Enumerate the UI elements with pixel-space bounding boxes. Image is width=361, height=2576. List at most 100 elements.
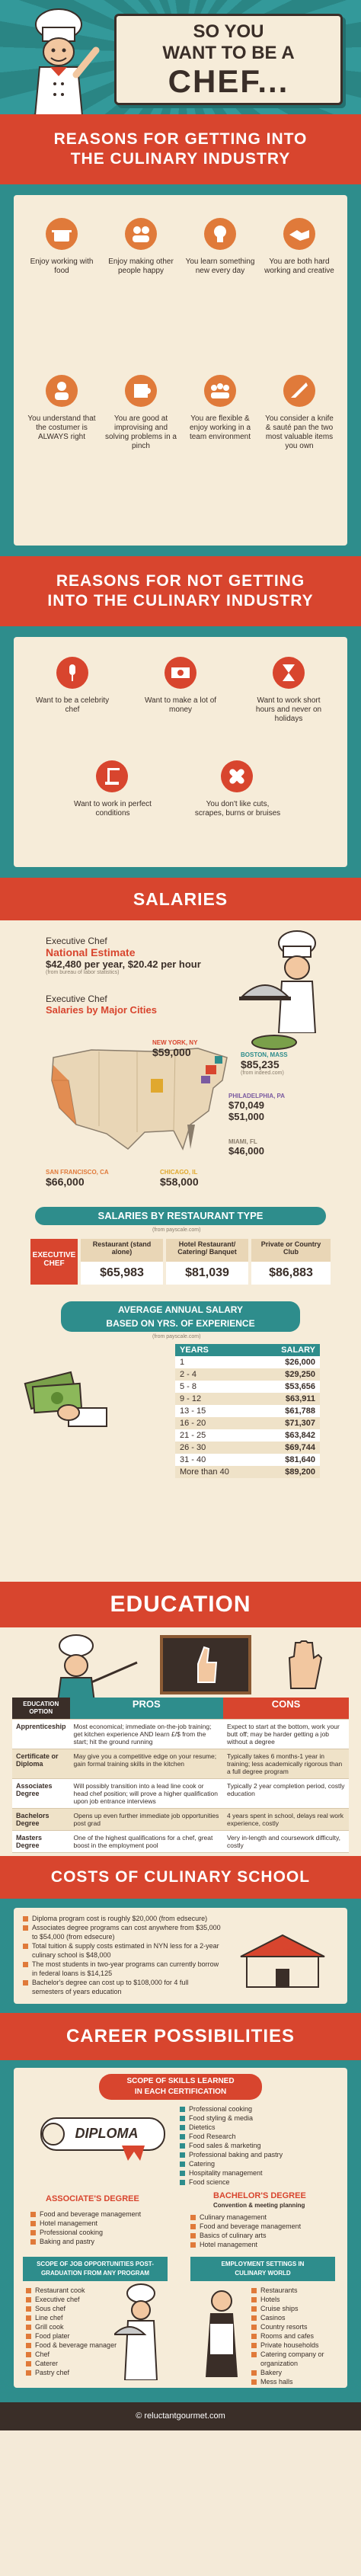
job-item: Executive chef	[26, 2295, 125, 2304]
exp-salary: $61,788	[285, 1406, 315, 1416]
exp-salary: $63,911	[285, 1394, 315, 1403]
education-cons: Typically 2 year completion period, cost…	[222, 1778, 349, 1809]
national-value: $42,480 per year, $20.42 per hour	[46, 958, 201, 970]
reason-for-3: You learn something new every day	[185, 258, 255, 275]
diploma-skill: Dietetics	[180, 2123, 332, 2132]
microphone-icon	[56, 657, 88, 689]
national-sub: National Estimate	[46, 946, 136, 958]
puzzle-icon	[125, 375, 157, 407]
bachelors-title: BACHELOR'S DEGREE	[213, 2191, 306, 2200]
reasons-against-banner: REASONS FOR NOT GETTING INTO THE CULINAR…	[0, 556, 361, 626]
title-scroll	[114, 14, 343, 105]
reason-for-5: You understand that the costumer is ALWA…	[27, 414, 96, 441]
scope-title-line-1: SCOPE OF SKILLS LEARNED	[126, 2077, 235, 2085]
plate-icon	[251, 1035, 297, 1050]
cities-sub: Salaries by Major Cities	[46, 1004, 157, 1016]
crane-icon	[96, 760, 128, 792]
bandage-icon	[221, 760, 253, 792]
bachelors-skill: Basics of culinary arts	[190, 2231, 335, 2240]
exp-row: 31 - 40 $81,640	[175, 1454, 320, 1466]
education-banner: EDUCATION	[0, 1582, 361, 1627]
jobs-list: Restaurant cook Executive chef Sous chef Li…	[26, 2286, 125, 2377]
setting-item: Country resorts	[251, 2322, 340, 2331]
setting-item: Hotels	[251, 2295, 340, 2304]
exp-salary: $53,656	[285, 1382, 315, 1391]
city-boston: BOSTON, MASS $85,235 (from indeed.com)	[241, 1051, 288, 1076]
exp-years: 16 - 20	[180, 1419, 206, 1428]
chalkboard	[160, 1635, 251, 1694]
associates-skill: Professional cooking	[30, 2228, 168, 2237]
scope-header: SCOPE OF SKILLS LEARNED IN EACH CERTIFIC…	[99, 2074, 262, 2100]
chef-illustration	[34, 8, 100, 114]
settings-header: EMPLOYMENT SETTINGS IN CULINARY WORLD	[190, 2257, 335, 2281]
team-icon	[204, 375, 236, 407]
career-section: SCOPE OF SKILLS LEARNED IN EACH CERTIFIC…	[0, 2060, 361, 2402]
people-icon	[125, 218, 157, 250]
cost-item: Bachelor's degree can cost up to $108,00…	[23, 1978, 221, 1996]
exp-years: 13 - 15	[180, 1406, 206, 1416]
bachelors-sub: Convention & meeting planning	[213, 2202, 305, 2209]
jobs-title-line-1: SCOPE OF JOB OPPORTUNITIES POST-	[37, 2261, 154, 2267]
diploma-skill: Food styling & media	[180, 2114, 332, 2123]
education-cons: 4 years spent in school, delays real wor…	[222, 1808, 349, 1831]
city-sf: SAN FRANCISCO, CA $66,000	[46, 1169, 109, 1188]
by-type-col-1-value: $65,983	[81, 1262, 163, 1285]
footer: © reluctantgourmet.com	[0, 2402, 361, 2430]
bachelors-skill: Culinary management	[190, 2213, 335, 2222]
exp-years: 21 - 25	[180, 1431, 206, 1440]
reasons-for-panel	[14, 195, 347, 546]
education-row: Apprenticeship Most economical; immediate…	[12, 1719, 349, 1749]
page-title-line-1: SO YOU	[193, 21, 264, 42]
job-item: Food & beverage manager	[26, 2341, 125, 2350]
education-table: EDUCATION OPTION PROS CONS Apprenticeshi…	[12, 1698, 349, 1853]
city-boston-source: (from indeed.com)	[241, 1070, 284, 1076]
associates-skill: Hotel management	[30, 2219, 168, 2228]
by-type-col-2: Hotel Restaurant/ Catering/ Banquet $81,…	[166, 1239, 248, 1285]
reason-for-2: Enjoy making other people happy	[108, 258, 174, 275]
job-item: Pastry chef	[26, 2368, 125, 2377]
costs-list: Diploma program cost is roughly $20,000 …	[23, 1914, 221, 1996]
exp-head-salary: SALARY	[281, 1346, 315, 1355]
exp-row: More than 40 $89,200	[175, 1466, 320, 1478]
money-hand-illustration	[24, 1371, 107, 1427]
reason-for-7: You are flexible & enjoy working in a te…	[189, 414, 251, 441]
exp-row: 2 - 4 $29,250	[175, 1368, 320, 1381]
reason-for-6: You are good at improvising and solving …	[105, 414, 177, 450]
knife-icon	[283, 375, 315, 407]
exp-table: YEARS SALARY 1 $26,000 2 - 4 $29,250 5 - 8 $5…	[175, 1344, 320, 1478]
education-cons: Typically takes 6 months-1 year in train…	[222, 1749, 349, 1779]
by-type-col-2-value: $81,039	[166, 1262, 248, 1285]
money-icon	[165, 657, 196, 689]
exp-salary: $63,842	[285, 1431, 315, 1440]
pot-icon	[46, 218, 78, 250]
reasons-for-section: Enjoy working with food Enjoy making oth…	[0, 184, 361, 556]
setting-item: Catering company or organization	[251, 2350, 340, 2368]
setting-item: Restaurants	[251, 2286, 340, 2295]
by-type-header: SALARIES BY RESTAURANT TYPE	[35, 1207, 326, 1225]
salaries-banner: SALARIES	[0, 878, 361, 920]
diploma-skill: Hospitality management	[180, 2168, 332, 2178]
customer-icon	[46, 375, 78, 407]
exp-source: (from payscale.com)	[152, 1334, 201, 1339]
exp-salary: $71,307	[285, 1419, 315, 1428]
bachelors-skills-list: Culinary management Food and beverage man…	[190, 2213, 335, 2249]
school-sign: SCHOOL	[269, 1947, 296, 1954]
city-boston-name: BOSTON, MASS	[241, 1051, 288, 1058]
settings-title-line-2: CULINARY WORLD	[235, 2270, 291, 2277]
reason-against-5: You don't like cuts, scrapes, burns or b…	[194, 800, 281, 818]
education-option: Bachelors Degree	[12, 1808, 70, 1831]
by-type-col-1-name: Restaurant (stand alone)	[81, 1239, 163, 1262]
reason-for-1: Enjoy working with food	[30, 258, 94, 275]
reasons-against-section: Want to be a celebrity chef Want to make…	[0, 626, 361, 878]
reasons-against-title-line-1: REASONS FOR NOT GETTING	[56, 572, 305, 590]
scope-title-line-2: IN EACH CERTIFICATION	[134, 2088, 227, 2096]
setting-item: Cruise ships	[251, 2304, 340, 2313]
setting-item: Rooms and cafes	[251, 2331, 340, 2341]
footer-credit: © reluctantgourmet.com	[136, 2411, 225, 2421]
exp-row: 16 - 20 $71,307	[175, 1417, 320, 1429]
exp-years: 31 - 40	[180, 1455, 206, 1464]
exp-head-years: YEARS	[180, 1346, 209, 1355]
exp-years: 2 - 4	[180, 1370, 197, 1379]
handshake-icon	[283, 218, 315, 250]
reason-for-8: You consider a knife & sauté pan the two…	[265, 414, 334, 450]
